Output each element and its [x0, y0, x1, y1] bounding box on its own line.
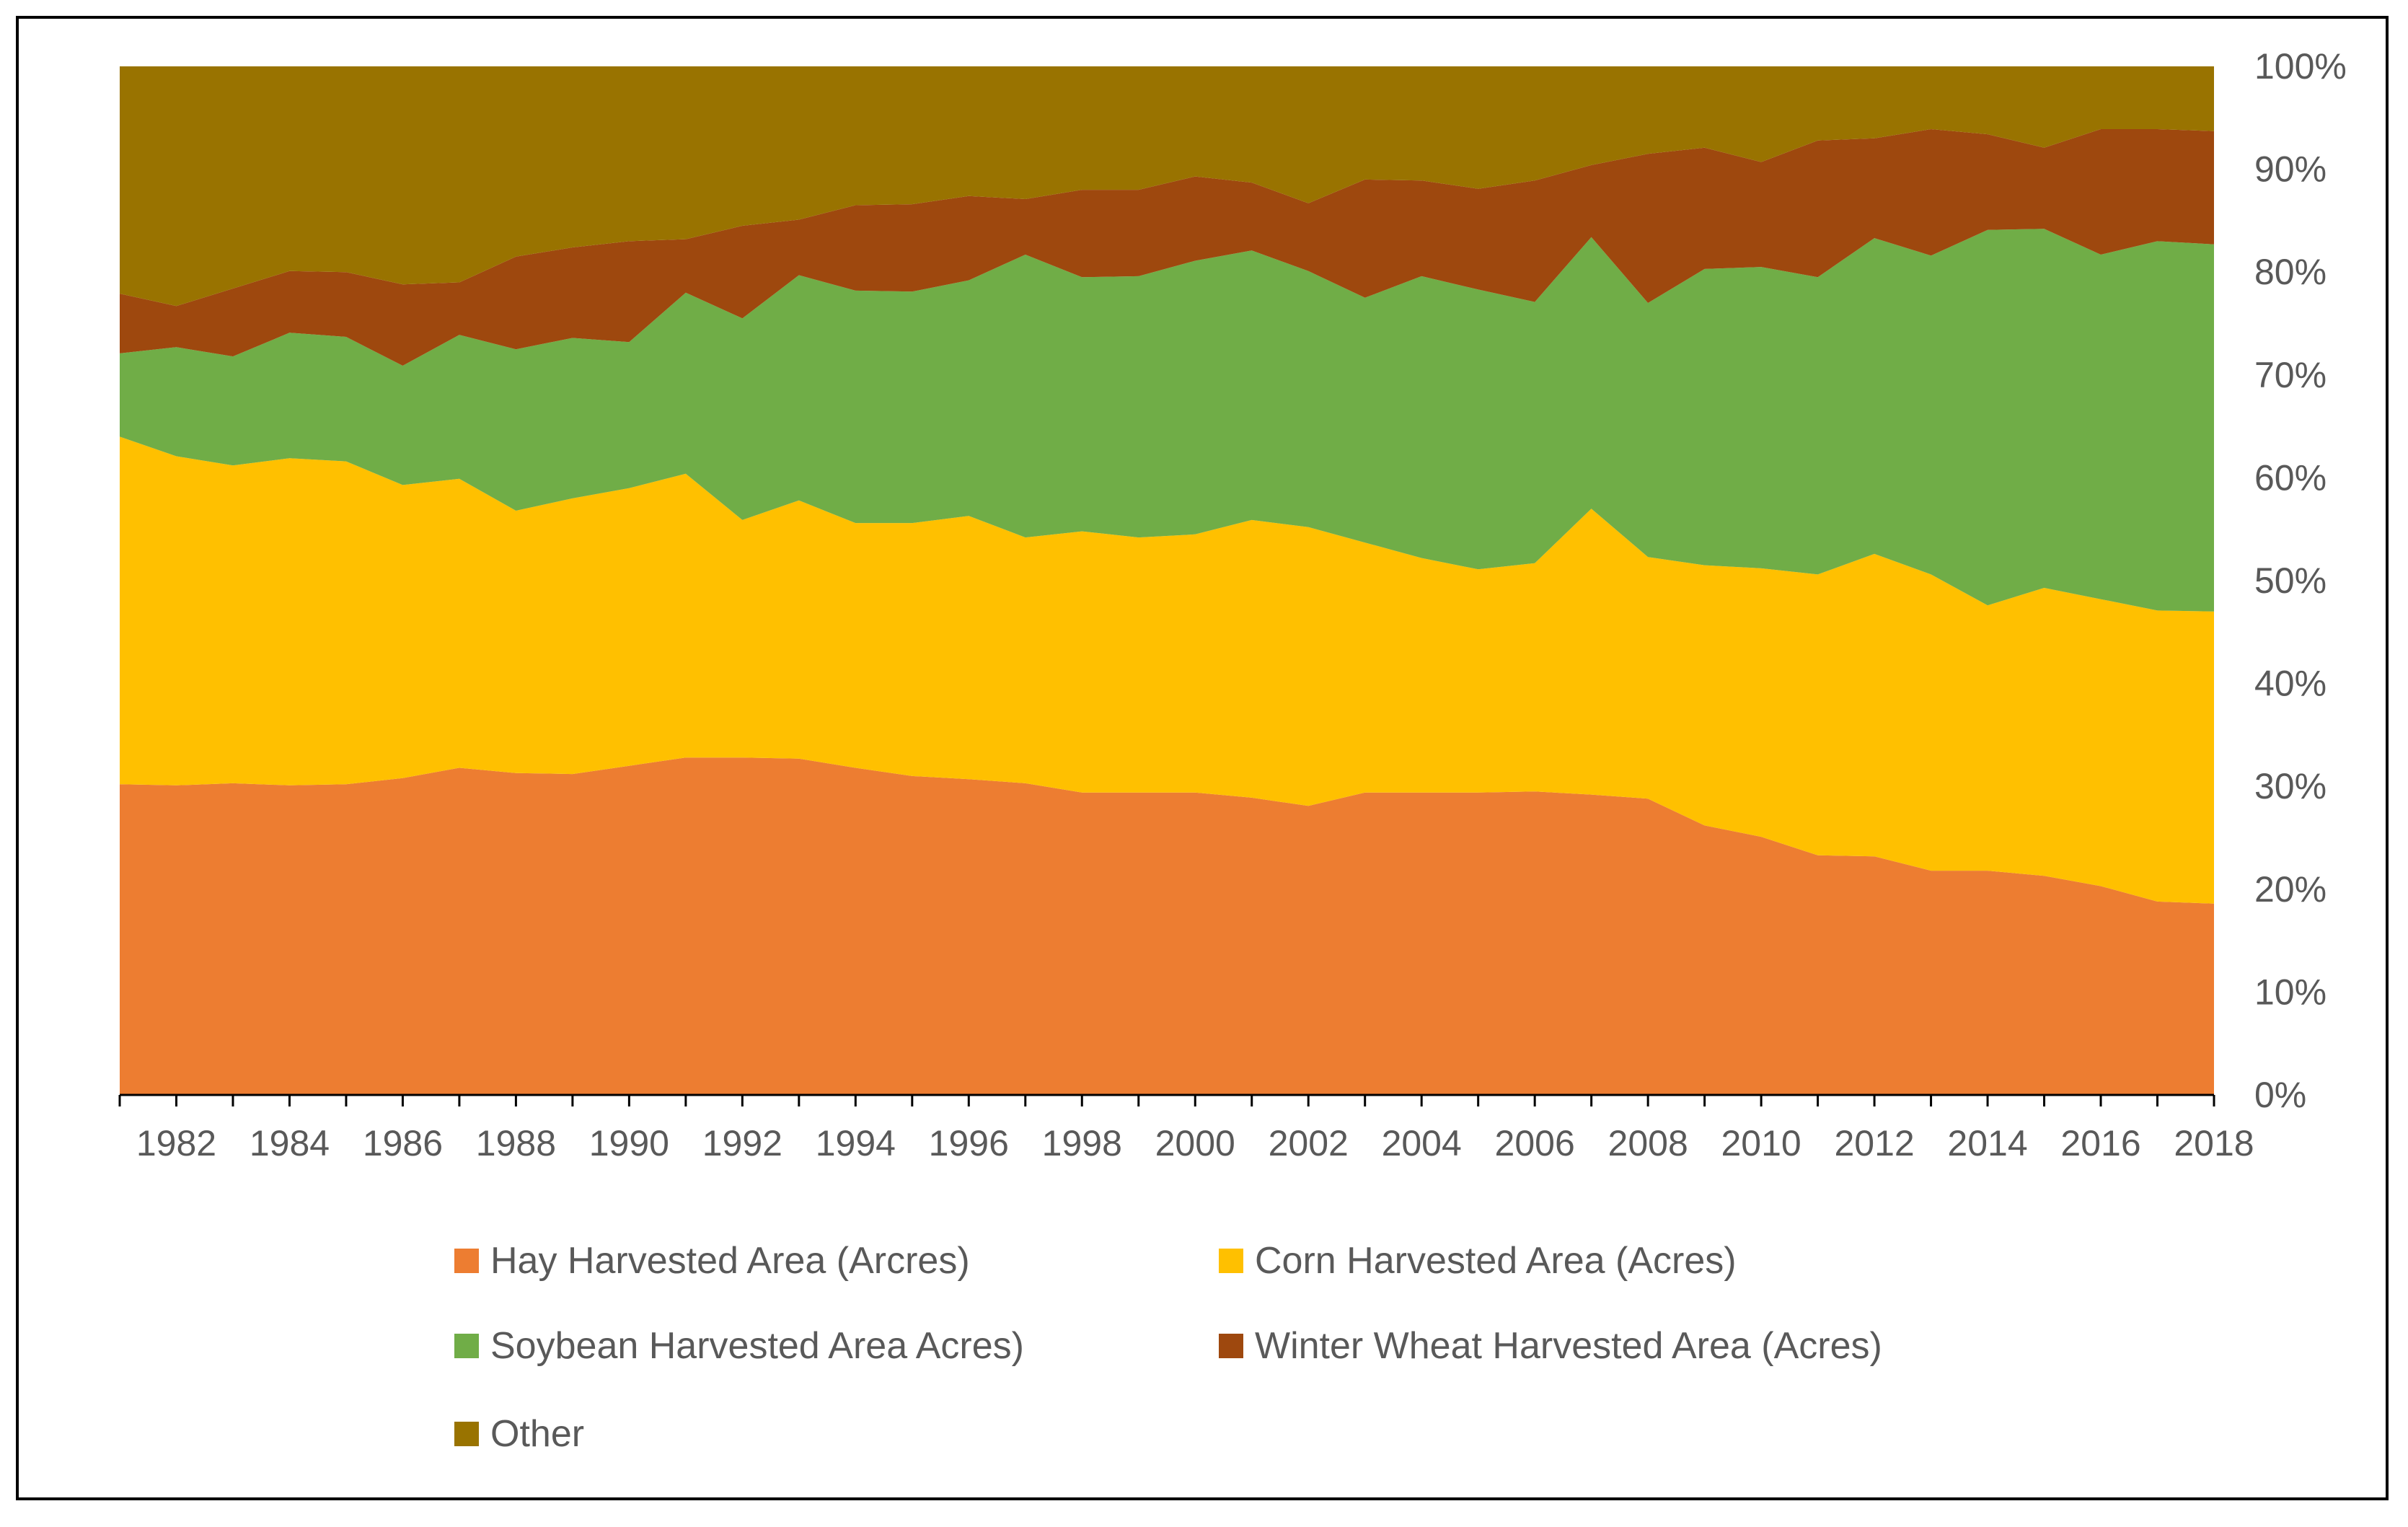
- x-tick-label: 2012: [1834, 1123, 1914, 1163]
- legend-label: Other: [490, 1413, 585, 1455]
- x-tick-label: 1982: [136, 1123, 216, 1163]
- x-tick-label: 2014: [1947, 1123, 2027, 1163]
- legend-swatch: [454, 1249, 479, 1273]
- legend-item: Hay Harvested Area (Arcres): [454, 1232, 970, 1290]
- legend-swatch: [1219, 1334, 1243, 1358]
- x-tick-label: 1996: [929, 1123, 1009, 1163]
- area-series-2: [120, 436, 2214, 904]
- legend: Hay Harvested Area (Arcres) Corn Harveste…: [454, 1232, 2041, 1463]
- y-tick-label: 50%: [2254, 560, 2327, 601]
- x-tick-label: 1990: [589, 1123, 669, 1163]
- x-tick-label: 1986: [363, 1123, 443, 1163]
- x-tick-label: 2018: [2174, 1123, 2254, 1163]
- y-tick-label: 60%: [2254, 457, 2327, 498]
- x-tick-label: 2008: [1608, 1123, 1688, 1163]
- legend-item: Corn Harvested Area (Acres): [1219, 1232, 1737, 1290]
- area-series-1: [120, 757, 2214, 1095]
- x-axis: [118, 1093, 2215, 1106]
- legend-swatch: [1219, 1249, 1243, 1273]
- area-series-3: [120, 229, 2214, 612]
- area-series-4: [120, 129, 2214, 366]
- y-tick-labels: 0% 10% 20% 30% 40% 50% 60% 70% 80% 90% 100%: [2254, 46, 2347, 1115]
- legend-label: Winter Wheat Harvested Area (Acres): [1255, 1325, 1882, 1367]
- y-tick-label: 80%: [2254, 252, 2327, 292]
- y-tick-label: 10%: [2254, 972, 2327, 1012]
- x-tick-labels: 1982 1984 1986 1988 1990 1992 1994 1996 1998 2000…: [136, 1123, 2254, 1163]
- x-tick-label: 2006: [1495, 1123, 1575, 1163]
- legend-item: Soybean Harvested Area Acres): [454, 1317, 1024, 1375]
- area-series-5: [120, 66, 2214, 307]
- legend-swatch: [454, 1334, 479, 1358]
- legend-label: Hay Harvested Area (Arcres): [490, 1240, 970, 1282]
- y-tick-label: 40%: [2254, 664, 2327, 704]
- y-tick-label: 30%: [2254, 766, 2327, 806]
- y-tick-label: 20%: [2254, 869, 2327, 910]
- legend-label: Corn Harvested Area (Acres): [1255, 1240, 1737, 1282]
- x-tick-label: 2004: [1382, 1123, 1462, 1163]
- legend-item: Winter Wheat Harvested Area (Acres): [1219, 1317, 1882, 1375]
- x-tick-label: 1984: [250, 1123, 330, 1163]
- x-tick-label: 2002: [1269, 1123, 1349, 1163]
- y-tick-label: 70%: [2254, 355, 2327, 395]
- legend-item: Other: [454, 1405, 584, 1463]
- y-tick-label: 100%: [2254, 46, 2347, 87]
- areas-group: [120, 66, 2214, 1095]
- y-tick-label: 90%: [2254, 149, 2327, 190]
- x-tick-label: 2000: [1155, 1123, 1235, 1163]
- x-tick-label: 1988: [476, 1123, 556, 1163]
- x-tick-label: 2010: [1721, 1123, 1801, 1163]
- y-tick-label: 0%: [2254, 1075, 2306, 1115]
- x-tick-label: 1994: [816, 1123, 896, 1163]
- legend-swatch: [454, 1422, 479, 1446]
- legend-label: Soybean Harvested Area Acres): [490, 1325, 1024, 1367]
- chart-frame: [16, 16, 2389, 1500]
- x-tick-label: 1998: [1042, 1123, 1122, 1163]
- x-tick-label: 1992: [702, 1123, 782, 1163]
- x-tick-label: 2016: [2060, 1123, 2140, 1163]
